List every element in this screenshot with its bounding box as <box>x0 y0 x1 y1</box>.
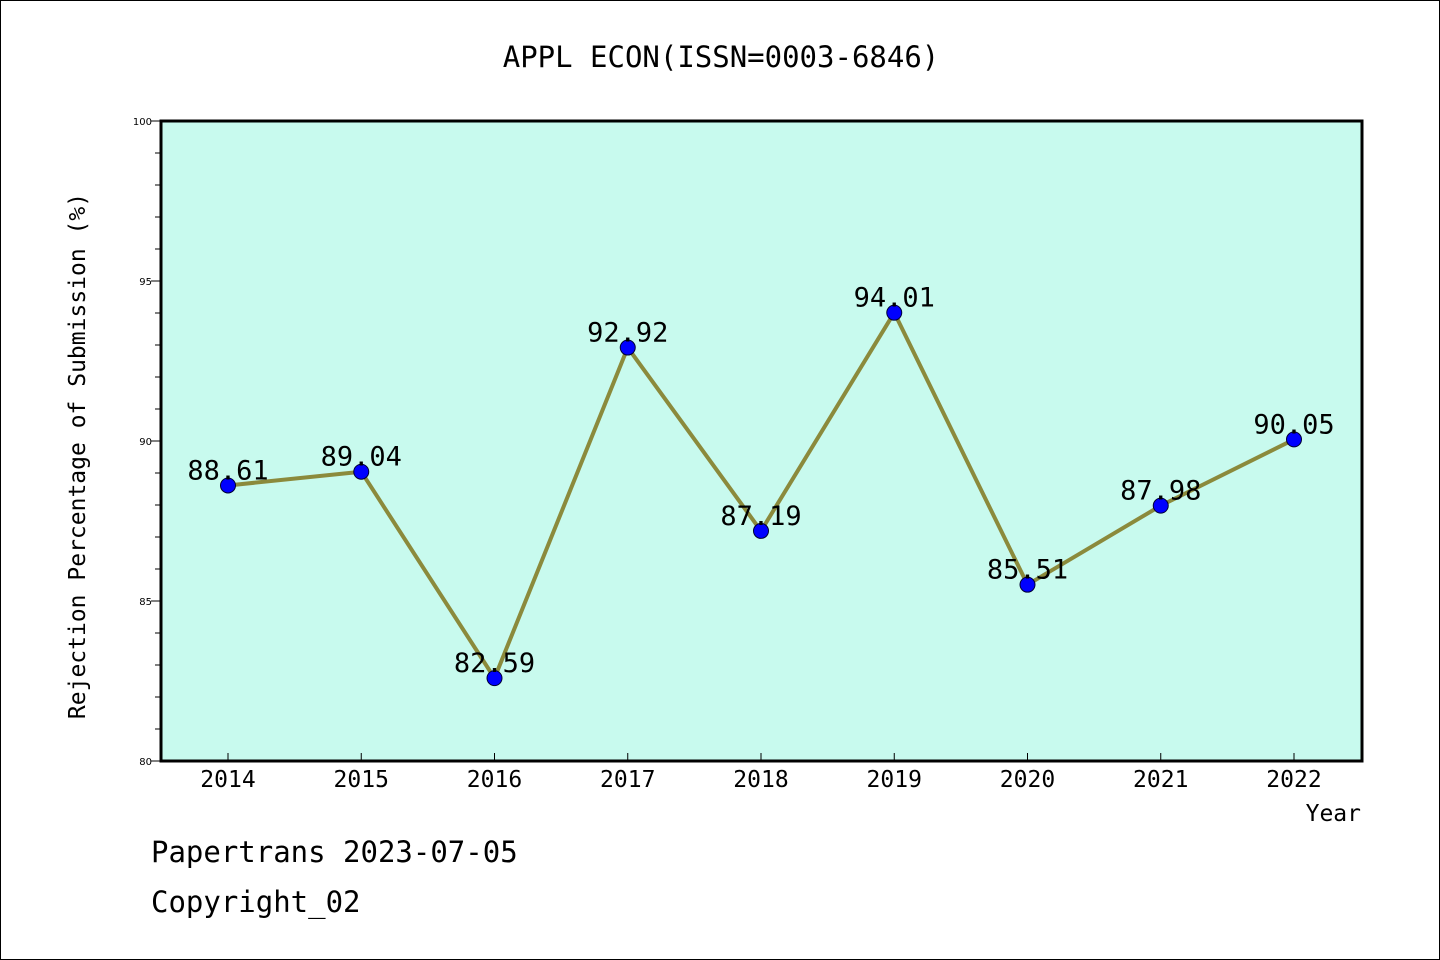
x-tick-label: 2017 <box>600 767 655 793</box>
x-tick-label: 2014 <box>200 767 255 793</box>
x-tick-label: 2015 <box>334 767 389 793</box>
x-tick-label: 2019 <box>867 767 922 793</box>
data-labels: 88.61 89.04 82.59 92.92 87.19 94.01 85.51 87.98… <box>187 283 1334 679</box>
y-tick-label: 100 <box>133 117 152 128</box>
y-axis-label: Rejection Percentage of Submission (%) <box>65 193 91 719</box>
y-tick-label: 85 <box>139 597 152 608</box>
x-tick-label: 2018 <box>733 767 788 793</box>
y-tick-label: 80 <box>139 757 152 768</box>
y-tick-labels: 80 85 90 95 100 <box>133 117 152 768</box>
y-tick-label: 90 <box>139 437 152 448</box>
data-point <box>353 463 370 480</box>
x-tick-label: 2020 <box>1000 767 1055 793</box>
data-point <box>220 477 236 494</box>
data-point <box>1019 576 1036 593</box>
plot-border <box>159 119 1364 763</box>
plot-area <box>161 121 1362 761</box>
x-tick-labels: 2014 2015 2016 2017 2018 2019 2020 2021 2022 <box>200 767 1321 793</box>
y-major-ticks <box>151 120 161 762</box>
y-tick-label: 95 <box>139 277 152 288</box>
data-label: 92.92 <box>587 318 668 349</box>
x-axis-label: Year <box>1306 801 1361 827</box>
footer-date: Papertrans 2023-07-05 <box>151 835 518 869</box>
x-tick-label: 2022 <box>1266 767 1321 793</box>
data-label: 87.98 <box>1120 476 1201 507</box>
data-label: 87.19 <box>720 501 801 532</box>
data-markers <box>220 304 1302 687</box>
data-point <box>886 304 903 321</box>
x-tick-label: 2016 <box>467 767 522 793</box>
data-point <box>753 522 769 539</box>
data-label: 89.04 <box>321 442 402 473</box>
data-label: 82.59 <box>454 648 535 679</box>
data-label: 85.51 <box>987 555 1068 586</box>
chart-title: APPL ECON(ISSN=0003-6846) <box>503 40 940 74</box>
data-point <box>486 670 503 687</box>
x-tick-label: 2021 <box>1133 767 1188 793</box>
data-label: 90.05 <box>1253 409 1334 440</box>
data-label: 94.01 <box>854 283 935 314</box>
data-point <box>1286 431 1302 448</box>
data-point <box>619 339 636 356</box>
footer-copyright: Copyright_02 <box>151 885 361 919</box>
data-label: 88.61 <box>187 455 268 486</box>
data-point <box>1152 497 1169 514</box>
